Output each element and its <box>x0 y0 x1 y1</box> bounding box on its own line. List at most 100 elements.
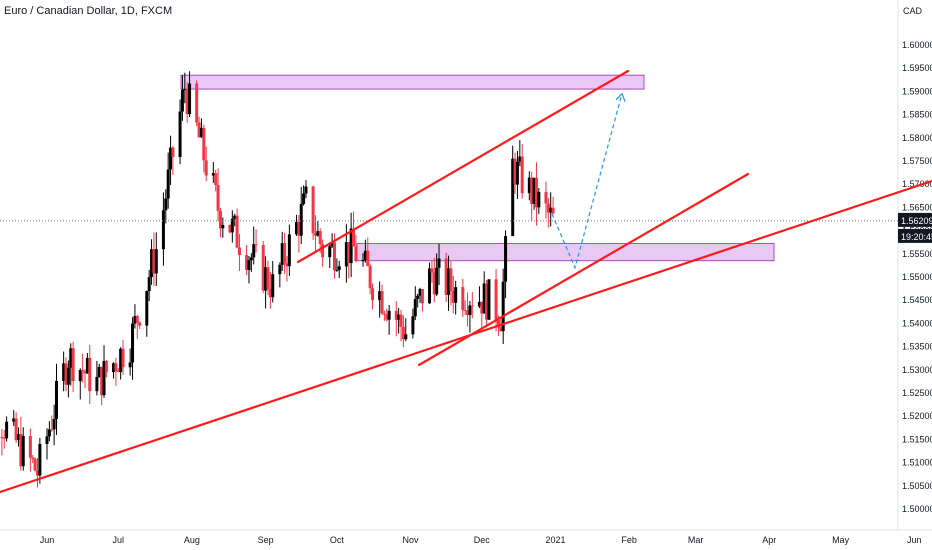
candle-body <box>371 288 375 301</box>
candle-body <box>330 242 334 247</box>
candle-body <box>116 371 120 373</box>
candle-body <box>534 177 538 208</box>
candle-body <box>197 122 201 138</box>
candle-body <box>14 418 18 441</box>
candle-body <box>66 367 70 385</box>
candle-body <box>549 207 553 213</box>
candle-body <box>368 265 372 289</box>
y-tick-label: 1.50500 <box>902 481 932 491</box>
candle-body <box>404 334 408 340</box>
candle-body <box>180 89 184 112</box>
candle-body <box>271 274 275 298</box>
candle-body <box>361 259 365 262</box>
candle-body <box>463 309 467 311</box>
candle-body <box>64 363 68 385</box>
candle-body <box>385 314 389 320</box>
candle-body <box>264 267 268 291</box>
x-tick-label: Jun <box>907 535 922 545</box>
candle-body <box>121 348 125 368</box>
countdown-box <box>898 228 932 243</box>
candle-body <box>138 322 142 326</box>
candle-body <box>199 127 203 138</box>
candle-body <box>418 289 422 296</box>
y-tick-label: 1.55500 <box>902 249 932 259</box>
candle-body <box>447 268 451 295</box>
candle-body <box>71 348 75 382</box>
candle-body <box>81 369 85 372</box>
candle-body <box>349 228 353 264</box>
candle-body <box>430 268 434 273</box>
candle-body <box>551 207 555 214</box>
candle-body <box>321 244 325 258</box>
candle-body <box>5 421 9 439</box>
candle-body <box>337 266 341 270</box>
candle-body <box>470 305 474 307</box>
candle-body <box>55 380 59 420</box>
y-tick-label: 1.53000 <box>902 365 932 375</box>
candle-body <box>513 158 517 185</box>
candle-body <box>297 222 301 236</box>
candle-body <box>454 287 458 303</box>
x-tick-label: Aug <box>184 535 200 545</box>
x-tick-label: Apr <box>762 535 776 545</box>
candle-body <box>31 457 35 459</box>
candle-body <box>283 243 287 264</box>
candle-body <box>135 316 139 323</box>
candle-body <box>280 243 284 265</box>
candle-body <box>304 186 308 194</box>
candle-body <box>285 263 289 267</box>
y-tick-label: 1.58000 <box>902 133 932 143</box>
candle-body <box>171 147 175 157</box>
candle-body <box>88 357 92 392</box>
candle-body <box>480 301 484 314</box>
candle-body <box>287 234 291 267</box>
candle-body <box>366 250 370 266</box>
candle-body <box>254 244 258 246</box>
candle-body <box>119 348 123 373</box>
candle-body <box>482 283 486 314</box>
candle-body <box>344 242 348 267</box>
candle-body <box>150 249 154 277</box>
candle-body <box>47 429 51 437</box>
candle-body <box>21 435 25 467</box>
chart-title: Euro / Canadian Dollar, 1D, FXCM <box>4 5 173 17</box>
candle-body <box>28 435 32 458</box>
y-tick-label: 1.59500 <box>902 63 932 73</box>
candle-body <box>311 186 315 234</box>
candle-body <box>335 269 339 271</box>
candle-body <box>302 193 306 205</box>
candle-body <box>532 177 536 204</box>
candle-body <box>152 249 156 274</box>
candle-body <box>83 371 87 374</box>
candle-body <box>78 369 82 382</box>
candle-body <box>145 291 149 326</box>
candle-body <box>252 244 256 258</box>
candle-body <box>195 83 199 123</box>
candle-body <box>546 203 550 213</box>
candle-body <box>249 257 253 261</box>
y-tick-label: 1.52500 <box>902 388 932 398</box>
x-tick-label: 2021 <box>545 535 565 545</box>
candle-body <box>221 224 225 229</box>
candle-body <box>515 161 519 185</box>
y-tick-label: 1.59000 <box>902 86 932 96</box>
candle-body <box>485 283 489 320</box>
candle-body <box>202 127 206 161</box>
trend-line <box>417 172 750 367</box>
candle-body <box>451 290 455 303</box>
candle-body <box>299 204 303 236</box>
projection-path <box>551 93 623 270</box>
y-tick-label: 1.60000 <box>902 40 932 50</box>
candle-body <box>228 224 232 233</box>
candle-body <box>328 246 332 258</box>
y-tick-label: 1.54000 <box>902 318 932 328</box>
candle-body <box>363 250 367 260</box>
candle-body <box>237 247 241 256</box>
candle-body <box>62 363 66 381</box>
candle-body <box>218 210 222 229</box>
candle-body <box>399 314 403 327</box>
candle-body <box>178 111 182 157</box>
candle-body <box>247 260 251 270</box>
